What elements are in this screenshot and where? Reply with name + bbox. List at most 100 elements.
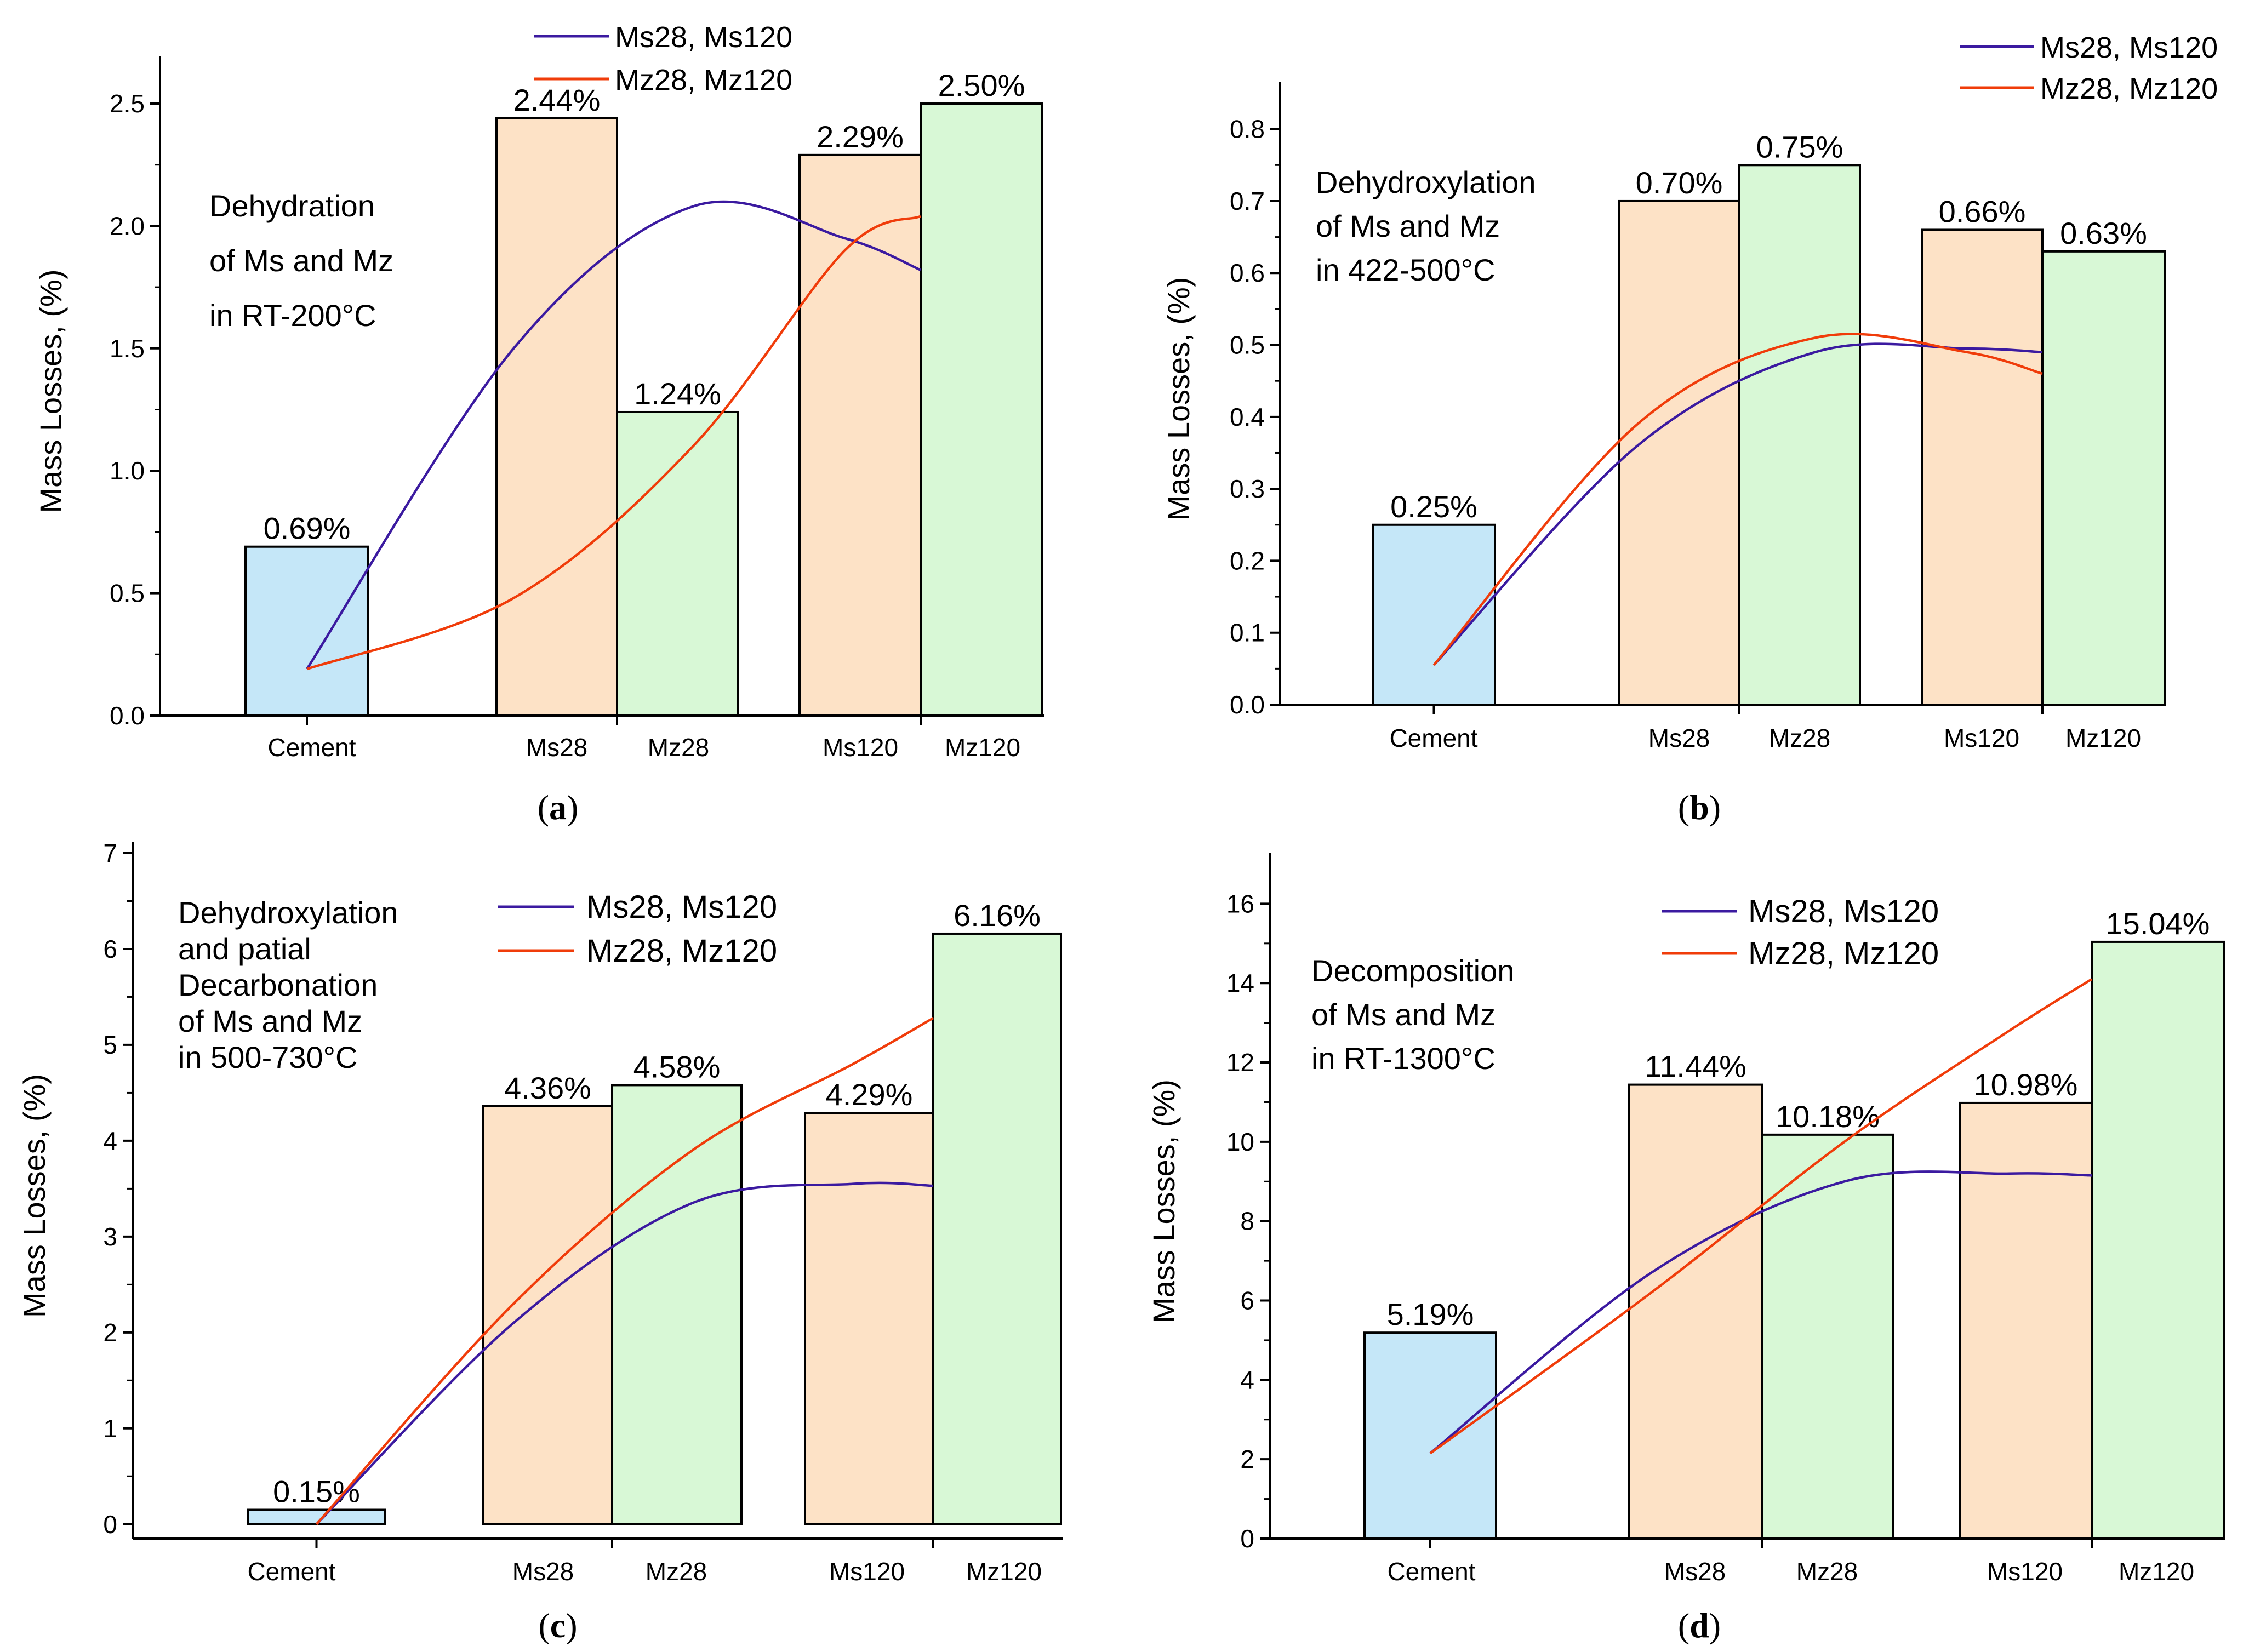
bar-ms28 (495, 117, 618, 717)
y-tick-label: 0.5 (110, 579, 145, 608)
panel-label-part: b (1689, 788, 1709, 827)
panel-label-part: c (550, 1606, 566, 1645)
bar-mz120 (2041, 250, 2166, 706)
x-tick-label-ms28: Ms28 (526, 733, 587, 762)
bar-ms120 (1921, 228, 2044, 706)
chart-annotation: Dehydroxylation (178, 895, 398, 930)
y-tick-label: 0.0 (1230, 690, 1265, 719)
y-tick-label: 0.6 (1230, 259, 1265, 287)
y-tick-label: 1.5 (110, 334, 145, 363)
y-axis-label: Mass Losses, (%) (33, 270, 68, 513)
y-axis-label: Mass Losses, (%) (17, 1074, 52, 1318)
y-tick-label: 16 (1226, 889, 1254, 918)
bar-ms28 (482, 1105, 613, 1525)
x-tick-label-mz120: Mz120 (2119, 1557, 2194, 1586)
bar-mz28 (611, 1084, 743, 1525)
data-label-ms28: 4.36% (504, 1071, 591, 1105)
y-tick-label: 0.4 (1230, 403, 1265, 431)
panel-label-part: ) (1709, 788, 1721, 827)
x-tick-label-mz120: Mz120 (2065, 724, 2141, 752)
bar-mz120 (932, 932, 1062, 1525)
data-label-cement: 0.69% (264, 511, 351, 546)
y-tick-label: 0.5 (1230, 331, 1265, 359)
y-tick-label: 5 (103, 1031, 117, 1059)
x-tick-label-mz120: Mz120 (945, 733, 1020, 762)
bar-mz120 (2091, 940, 2225, 1540)
x-tick-label-cement: Cement (1389, 724, 1477, 752)
bar-ms28 (1628, 1083, 1763, 1540)
series-line-ms (1429, 1170, 2092, 1455)
panel-label-part: ) (1709, 1606, 1721, 1645)
y-tick-label: 0.3 (1230, 475, 1265, 503)
chart-panel-d: 5.19%Cement11.44%Ms2810.18%Mz2810.98%Ms1… (1146, 853, 2225, 1645)
chart-annotation: and patial (178, 931, 311, 966)
bar-ms120 (798, 153, 922, 717)
series-line-ms (1432, 342, 2043, 666)
y-axis-label: Mass Losses, (%) (1146, 1079, 1181, 1323)
x-tick-label-cement: Cement (267, 733, 356, 762)
panel-label-part: ( (538, 788, 549, 827)
y-tick-label: 2.0 (110, 211, 145, 240)
data-label-cement: 5.19% (1387, 1297, 1474, 1331)
chart-annotation: of Ms and Mz (178, 1004, 362, 1038)
y-tick-label: 6 (1240, 1287, 1254, 1315)
data-label-mz120: 2.50% (938, 68, 1025, 102)
data-label-ms28: 0.70% (1636, 165, 1723, 200)
bar-cement (247, 1508, 386, 1525)
x-tick-label-ms120: Ms120 (1987, 1557, 2063, 1586)
x-tick-label-cement: Cement (1387, 1557, 1475, 1586)
data-label-mz120: 6.16% (954, 898, 1041, 933)
data-label-ms28: 2.44% (513, 83, 601, 117)
data-label-mz120: 15.04% (2106, 906, 2210, 941)
panel-label-part: ) (566, 1606, 577, 1645)
bar-ms120 (1959, 1101, 2093, 1540)
bar-mz28 (1761, 1133, 1894, 1540)
y-tick-label: 2.5 (110, 89, 145, 118)
legend-entry-mz: Mz28, Mz120 (2040, 72, 2218, 105)
y-tick-label: 1 (103, 1414, 117, 1443)
series-line-mz (306, 215, 921, 671)
y-tick-label: 10 (1226, 1128, 1254, 1156)
x-tick-label-ms28: Ms28 (1648, 724, 1710, 752)
x-tick-label-mz28: Mz28 (1769, 724, 1830, 752)
y-tick-label: 12 (1226, 1048, 1254, 1077)
y-tick-label: 0 (1240, 1524, 1254, 1553)
data-label-ms120: 0.66% (1939, 194, 2026, 228)
chart-annotation: in 422-500°C (1316, 253, 1496, 287)
data-label-ms120: 4.29% (826, 1077, 913, 1112)
legend-entry-ms: Ms28, Ms120 (2040, 31, 2218, 64)
y-tick-label: 3 (103, 1222, 117, 1251)
chart-annotation: in 500-730°C (178, 1040, 358, 1074)
panel-label-part: ( (1678, 788, 1689, 827)
x-tick-label-mz28: Mz28 (1796, 1557, 1858, 1586)
x-tick-label-ms120: Ms120 (829, 1557, 905, 1586)
chart-panel-b: 0.25% Cement 0.70% Ms28 0.75% Mz28 0.66% Ms120 0… (1161, 31, 2218, 827)
x-tick-label-ms28: Ms28 (1664, 1557, 1726, 1586)
chart-annotation: Decomposition (1311, 953, 1514, 988)
legend-entry-ms: Ms28, Ms120 (586, 889, 777, 925)
panel-label-part: ( (1678, 1606, 1689, 1645)
panel-label: (b) (1678, 788, 1721, 827)
series-line-mz (1432, 333, 2043, 666)
bar-ms120 (804, 1112, 934, 1525)
x-tick-label-mz28: Mz28 (646, 1557, 707, 1586)
x-tick-label-mz120: Mz120 (966, 1557, 1042, 1586)
x-tick-label-mz28: Mz28 (648, 733, 709, 762)
x-tick-label-cement: Cement (247, 1557, 335, 1586)
y-tick-label: 2 (1240, 1445, 1254, 1473)
data-label-ms120: 2.29% (817, 119, 904, 154)
panel-label-part: ( (538, 1606, 550, 1645)
x-tick-label-ms120: Ms120 (1944, 724, 2019, 752)
legend-entry-mz: Mz28, Mz120 (1748, 936, 1939, 971)
data-label-cement: 0.25% (1390, 489, 1477, 524)
bar-cement (244, 545, 369, 717)
x-tick-label-ms120: Ms120 (823, 733, 898, 762)
bar-cement (1363, 1331, 1497, 1540)
panel-label: (a) (538, 788, 579, 827)
chart-panel-a: 0.69% Cement 2.44% Ms28 1.24% Mz28 2.29% Ms120 2… (33, 21, 1044, 827)
series-line-mz (315, 1016, 934, 1525)
chart-annotation: of Ms and Mz (209, 243, 393, 278)
data-label-ms120: 10.98% (1974, 1067, 2078, 1102)
legend-entry-mz: Mz28, Mz120 (615, 64, 792, 96)
